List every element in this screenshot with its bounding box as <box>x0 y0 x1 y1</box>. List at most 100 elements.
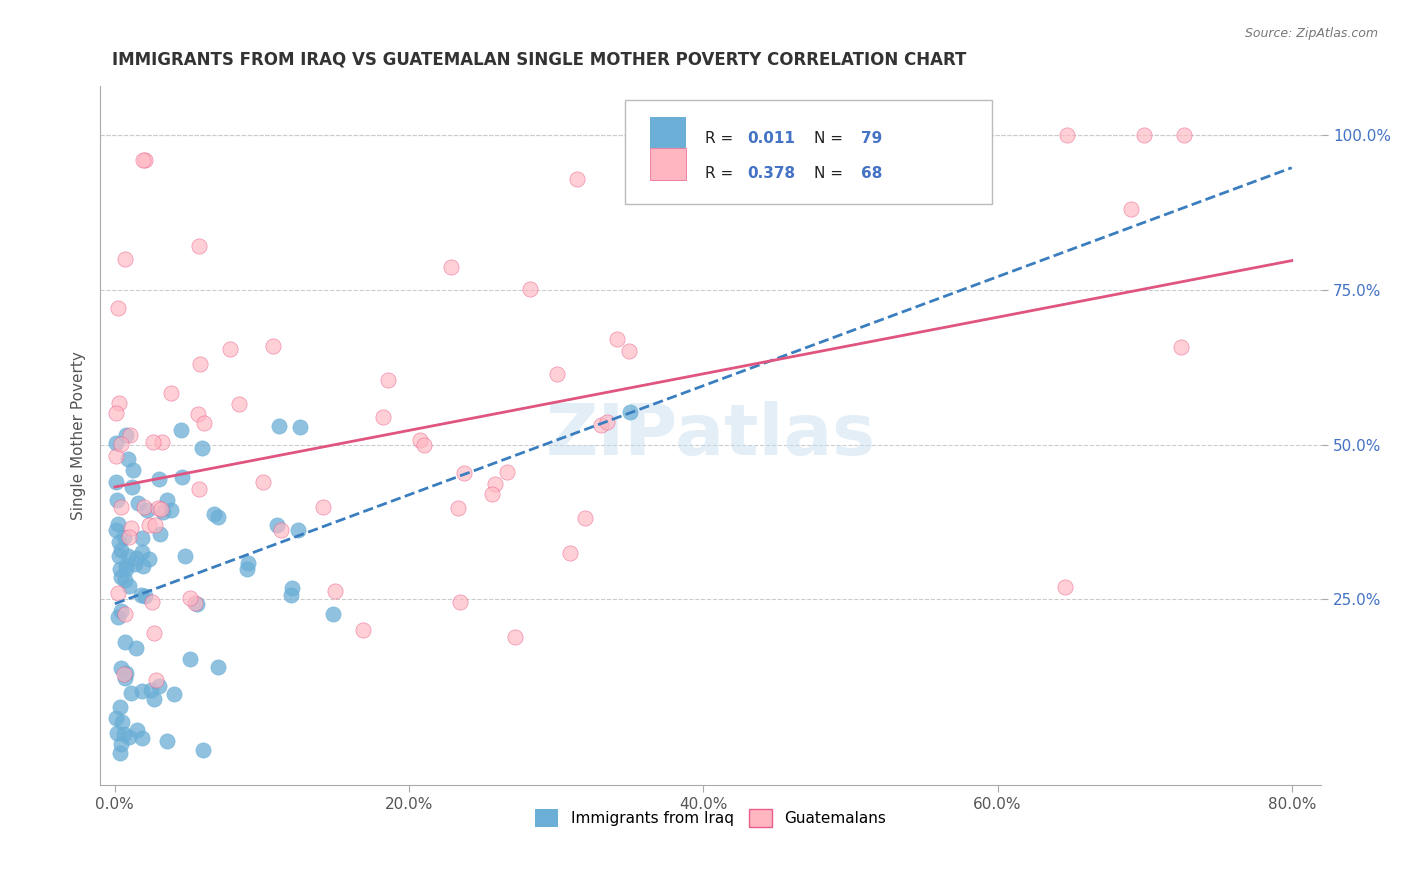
Point <box>121 686 143 700</box>
Point <box>619 405 641 419</box>
Text: IMMIGRANTS FROM IRAQ VS GUATEMALAN SINGLE MOTHER POVERTY CORRELATION CHART: IMMIGRANTS FROM IRAQ VS GUATEMALAN SINGL… <box>112 51 967 69</box>
Point <box>409 433 432 447</box>
Point <box>172 470 194 484</box>
Point <box>1133 128 1156 142</box>
Text: Source: ZipAtlas.com: Source: ZipAtlas.com <box>1244 27 1378 40</box>
Point <box>606 332 628 346</box>
Point <box>148 472 170 486</box>
Point <box>453 467 475 481</box>
Point <box>114 635 136 649</box>
Point <box>131 545 153 559</box>
Point <box>187 407 209 421</box>
Point <box>115 562 138 576</box>
Point <box>108 699 131 714</box>
Point <box>449 595 471 609</box>
Text: 0.011: 0.011 <box>748 131 796 146</box>
Point <box>105 406 128 420</box>
FancyBboxPatch shape <box>626 100 991 204</box>
Point <box>207 660 229 674</box>
Point <box>110 562 132 576</box>
Point <box>149 501 172 516</box>
Point <box>114 252 136 266</box>
Point <box>142 435 165 450</box>
Point <box>134 153 156 167</box>
Point <box>440 260 463 275</box>
Text: R =: R = <box>704 166 738 181</box>
Point <box>117 452 139 467</box>
Point <box>280 589 302 603</box>
Point <box>114 428 136 442</box>
Point <box>352 624 374 638</box>
Point <box>114 671 136 685</box>
Point <box>117 730 139 744</box>
Point <box>143 518 166 533</box>
Point <box>160 503 183 517</box>
Point <box>108 746 131 760</box>
Point <box>131 153 153 167</box>
Point <box>118 579 141 593</box>
Point <box>110 570 132 584</box>
Point <box>112 530 135 544</box>
Point <box>152 435 174 450</box>
Point <box>112 727 135 741</box>
Point <box>120 521 142 535</box>
Point <box>188 482 211 496</box>
Text: N =: N = <box>814 131 848 146</box>
Point <box>156 734 179 748</box>
Point <box>269 419 291 434</box>
Point <box>589 418 612 433</box>
Y-axis label: Single Mother Poverty: Single Mother Poverty <box>72 351 86 520</box>
Point <box>107 610 129 624</box>
Point <box>107 585 129 599</box>
Point <box>413 438 436 452</box>
Point <box>114 559 136 574</box>
Point <box>546 367 568 381</box>
Point <box>112 667 135 681</box>
Point <box>574 511 596 525</box>
Point <box>110 737 132 751</box>
Point <box>484 476 506 491</box>
Point <box>127 496 149 510</box>
Text: 0.378: 0.378 <box>748 166 796 181</box>
Point <box>134 589 156 603</box>
Point <box>110 661 132 675</box>
Point <box>519 281 541 295</box>
Point <box>120 427 142 442</box>
Point <box>129 588 152 602</box>
Point <box>125 640 148 655</box>
Point <box>174 549 197 564</box>
Point <box>163 687 186 701</box>
Text: R =: R = <box>704 131 738 146</box>
Point <box>124 557 146 571</box>
Point <box>105 475 128 490</box>
Point <box>121 480 143 494</box>
Point <box>619 343 641 358</box>
Point <box>142 692 165 706</box>
Point <box>377 373 399 387</box>
Point <box>262 339 284 353</box>
Point <box>495 465 517 479</box>
Point <box>202 507 225 521</box>
Point <box>193 743 215 757</box>
Point <box>105 523 128 537</box>
Bar <box>650 117 686 148</box>
Point <box>596 415 619 429</box>
Point <box>148 679 170 693</box>
Point <box>107 301 129 316</box>
Point <box>170 423 193 437</box>
Point <box>105 493 128 508</box>
Point <box>567 172 589 186</box>
Text: 68: 68 <box>860 166 882 181</box>
Point <box>131 531 153 545</box>
Point <box>131 558 153 573</box>
Point <box>188 357 211 371</box>
Point <box>114 607 136 621</box>
Point <box>159 385 181 400</box>
Point <box>110 542 132 557</box>
Point <box>558 546 581 560</box>
Point <box>111 715 134 730</box>
Point <box>149 527 172 541</box>
Point <box>179 651 201 665</box>
Point <box>138 518 160 533</box>
Point <box>117 549 139 563</box>
